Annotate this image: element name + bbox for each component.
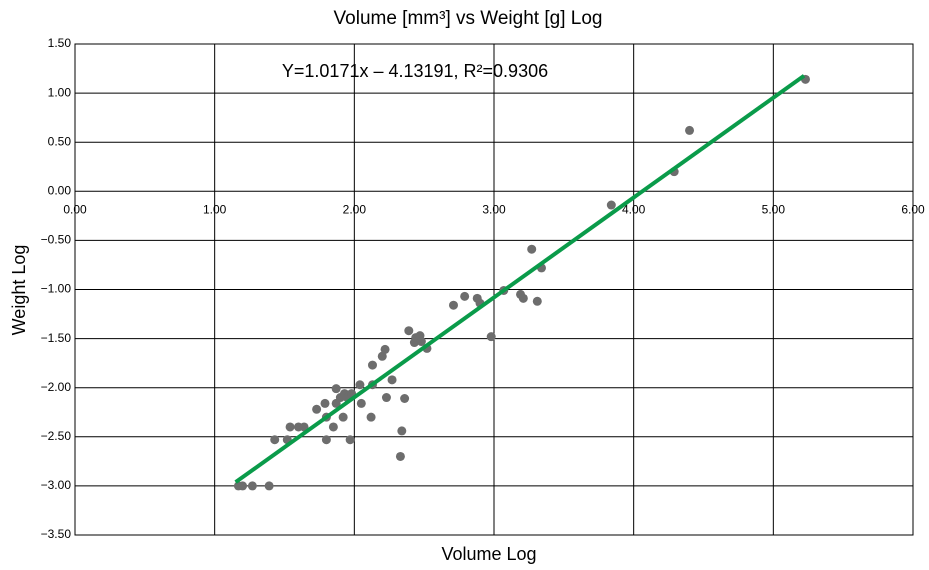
y-tick-label: −2.50 bbox=[41, 429, 72, 443]
y-tick-label: 1.00 bbox=[48, 85, 72, 99]
data-point bbox=[380, 344, 390, 354]
y-tick-label: −1.50 bbox=[41, 331, 72, 345]
data-point bbox=[247, 481, 257, 491]
y-tick-label: −3.50 bbox=[41, 527, 72, 541]
data-point bbox=[331, 384, 341, 394]
data-point bbox=[321, 435, 331, 445]
x-tick-label: 1.00 bbox=[203, 202, 227, 216]
data-point bbox=[356, 398, 366, 408]
y-tick-label: −1.00 bbox=[41, 282, 72, 296]
y-tick-label: 1.50 bbox=[48, 36, 72, 50]
data-point bbox=[448, 300, 458, 310]
trendline bbox=[234, 74, 806, 484]
y-tick-label: −3.00 bbox=[41, 478, 72, 492]
y-tick-label: 0.50 bbox=[48, 134, 72, 148]
data-point bbox=[312, 404, 322, 414]
data-point bbox=[381, 393, 391, 403]
data-point bbox=[270, 435, 280, 445]
y-tick-label: −0.50 bbox=[41, 233, 72, 247]
data-point bbox=[338, 412, 348, 422]
data-point bbox=[486, 332, 496, 342]
data-point bbox=[404, 326, 414, 336]
x-tick-label: 0.00 bbox=[63, 202, 87, 216]
data-point bbox=[532, 296, 542, 306]
data-point bbox=[355, 380, 365, 390]
data-point bbox=[367, 360, 377, 370]
data-point bbox=[264, 481, 274, 491]
x-tick-label: 2.00 bbox=[343, 202, 367, 216]
y-tick-label: −2.00 bbox=[41, 380, 72, 394]
x-tick-label: 3.00 bbox=[482, 202, 506, 216]
x-tick-label: 6.00 bbox=[901, 202, 925, 216]
data-point bbox=[397, 426, 407, 436]
data-point bbox=[606, 200, 616, 210]
data-point bbox=[400, 394, 410, 404]
data-point bbox=[366, 412, 376, 422]
x-tick-label: 5.00 bbox=[762, 202, 786, 216]
data-point bbox=[518, 293, 528, 303]
data-point bbox=[460, 291, 470, 301]
y-axis-label: Weight Log bbox=[9, 245, 29, 336]
data-point bbox=[345, 435, 355, 445]
data-point bbox=[527, 244, 537, 254]
data-point bbox=[285, 422, 295, 432]
data-point bbox=[685, 125, 695, 135]
data-point bbox=[377, 351, 387, 361]
data-point bbox=[395, 451, 405, 461]
trendline-equation: Y=1.0171x – 4.13191, R²=0.9306 bbox=[282, 61, 548, 81]
y-tick-label: 0.00 bbox=[48, 183, 72, 197]
x-tick-label: 4.00 bbox=[622, 202, 646, 216]
data-point bbox=[238, 481, 248, 491]
data-point bbox=[387, 375, 397, 385]
data-point bbox=[328, 422, 338, 432]
data-point bbox=[416, 337, 426, 347]
data-point bbox=[320, 398, 330, 408]
chart-title: Volume [mm³] vs Weight [g] Log bbox=[334, 8, 603, 29]
x-axis-label: Volume Log bbox=[441, 544, 536, 564]
